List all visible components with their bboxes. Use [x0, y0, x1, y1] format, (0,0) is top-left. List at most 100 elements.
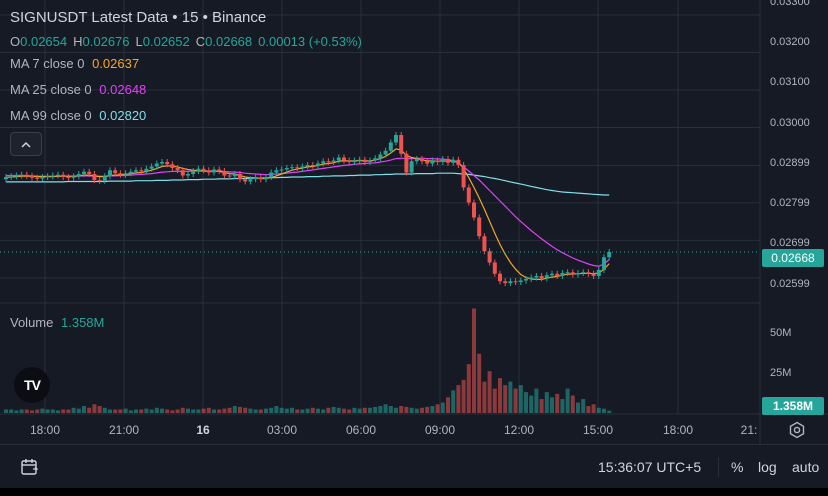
volume-bar	[191, 409, 196, 413]
candle-body	[435, 160, 440, 162]
tradingview-logo[interactable]: TV	[14, 367, 50, 403]
open-label: O	[10, 34, 21, 49]
volume-bar	[24, 409, 29, 413]
candle-body	[87, 171, 92, 174]
volume-bar	[555, 393, 560, 413]
candle-body	[539, 276, 544, 279]
volume-bar	[123, 408, 128, 413]
volume-bar	[82, 406, 86, 413]
calendar-goto-icon[interactable]	[20, 457, 40, 477]
volume-bar	[492, 388, 497, 413]
volume-bar	[108, 409, 112, 413]
candle-body	[409, 161, 414, 173]
time-axis-label: 03:00	[266, 423, 298, 437]
volume-bar	[97, 406, 102, 413]
volume-bar	[524, 392, 528, 413]
volume-bar	[508, 381, 513, 413]
volume-bar	[409, 407, 414, 413]
volume-bar	[539, 399, 544, 413]
volume-bar	[414, 408, 419, 413]
volume-label: Volume	[10, 315, 54, 330]
volume-bar	[128, 410, 133, 413]
time-axis-label: 09:00	[424, 423, 456, 437]
candle-body	[139, 170, 144, 172]
separator-dot: •	[202, 9, 208, 26]
volume-bar	[144, 408, 149, 413]
volume-bar	[87, 407, 92, 413]
volume-bar	[274, 406, 279, 413]
volume-bar	[373, 406, 378, 413]
ma25-legend[interactable]: MA 25 close 0 0.02648	[10, 82, 146, 97]
candle-body	[232, 174, 237, 177]
ma99-value: 0.02820	[99, 108, 147, 123]
volume-bar	[284, 408, 289, 413]
auto-scale-button[interactable]: auto	[792, 459, 820, 475]
close-label: C	[195, 34, 206, 49]
volume-bar	[212, 409, 216, 413]
time-axis-label: 12:00	[503, 423, 535, 437]
volume-bar	[446, 397, 450, 413]
collapse-legend-button[interactable]	[10, 132, 42, 156]
candle-body	[472, 202, 476, 218]
candle-body	[555, 273, 560, 276]
volume-bar	[295, 409, 300, 413]
gear-icon[interactable]	[788, 421, 806, 439]
volume-bar	[180, 407, 185, 413]
ma25-label: MA 25 close 0	[10, 82, 92, 97]
candle-body	[175, 168, 180, 171]
volume-bar	[518, 385, 523, 413]
candle-body	[461, 165, 466, 188]
clock-timezone[interactable]: 15:36:07 UTC+5	[598, 459, 702, 475]
plot-background	[0, 0, 760, 414]
volume-bar	[550, 397, 554, 413]
candle-body	[269, 172, 274, 177]
candle-body	[342, 157, 346, 161]
bottom-toolbar: 15:36:07 UTC+5 % log auto	[0, 444, 828, 489]
candle-body	[212, 169, 216, 173]
candle-body	[581, 272, 586, 274]
candle-body	[113, 170, 118, 174]
candle-body	[508, 281, 513, 284]
candle-body	[243, 179, 248, 182]
candle-body	[165, 162, 170, 165]
price-scale-label: 0.02799	[770, 197, 810, 209]
candle-body	[550, 273, 554, 276]
candle-body	[404, 153, 409, 173]
volume-legend[interactable]: Volume 1.358M	[10, 315, 104, 330]
volume-bar	[217, 409, 222, 413]
volume-bar	[586, 406, 591, 413]
candle-body	[264, 177, 268, 180]
volume-bar	[394, 407, 398, 413]
volume-bar	[61, 409, 66, 413]
candle-body	[362, 159, 367, 162]
percent-scale-button[interactable]: %	[731, 459, 744, 475]
ma7-label: MA 7 close 0	[10, 56, 85, 71]
volume-bar	[269, 407, 274, 413]
ohlc-legend: O0.02654 H0.02676 L0.02652 C0.02668 0.00013 …	[10, 34, 368, 49]
ma7-legend[interactable]: MA 7 close 0 0.02637	[10, 56, 139, 71]
candle-body	[66, 177, 71, 178]
toolbar-divider	[718, 457, 719, 477]
volume-bar	[35, 409, 40, 413]
candle-body	[425, 161, 430, 164]
log-scale-button[interactable]: log	[758, 459, 777, 475]
candle-body	[394, 135, 398, 143]
volume-value: 1.358M	[61, 315, 105, 330]
volume-bar	[134, 409, 138, 413]
candle-body	[14, 175, 19, 177]
volume-bar	[466, 364, 471, 413]
candle-body	[466, 187, 471, 203]
volume-bar	[66, 409, 71, 413]
candle-body	[383, 150, 388, 155]
volume-bar	[544, 392, 549, 413]
symbol-legend[interactable]: SIGNUSDT Latest Data • 15 • Binance	[10, 9, 266, 26]
volume-bar	[321, 409, 326, 413]
ma99-legend[interactable]: MA 99 close 0 0.02820	[10, 108, 146, 123]
volume-bar	[576, 402, 580, 413]
volume-bar	[420, 407, 424, 413]
candle-body	[326, 161, 331, 163]
volume-bar	[290, 407, 294, 413]
candle-body	[284, 168, 289, 170]
